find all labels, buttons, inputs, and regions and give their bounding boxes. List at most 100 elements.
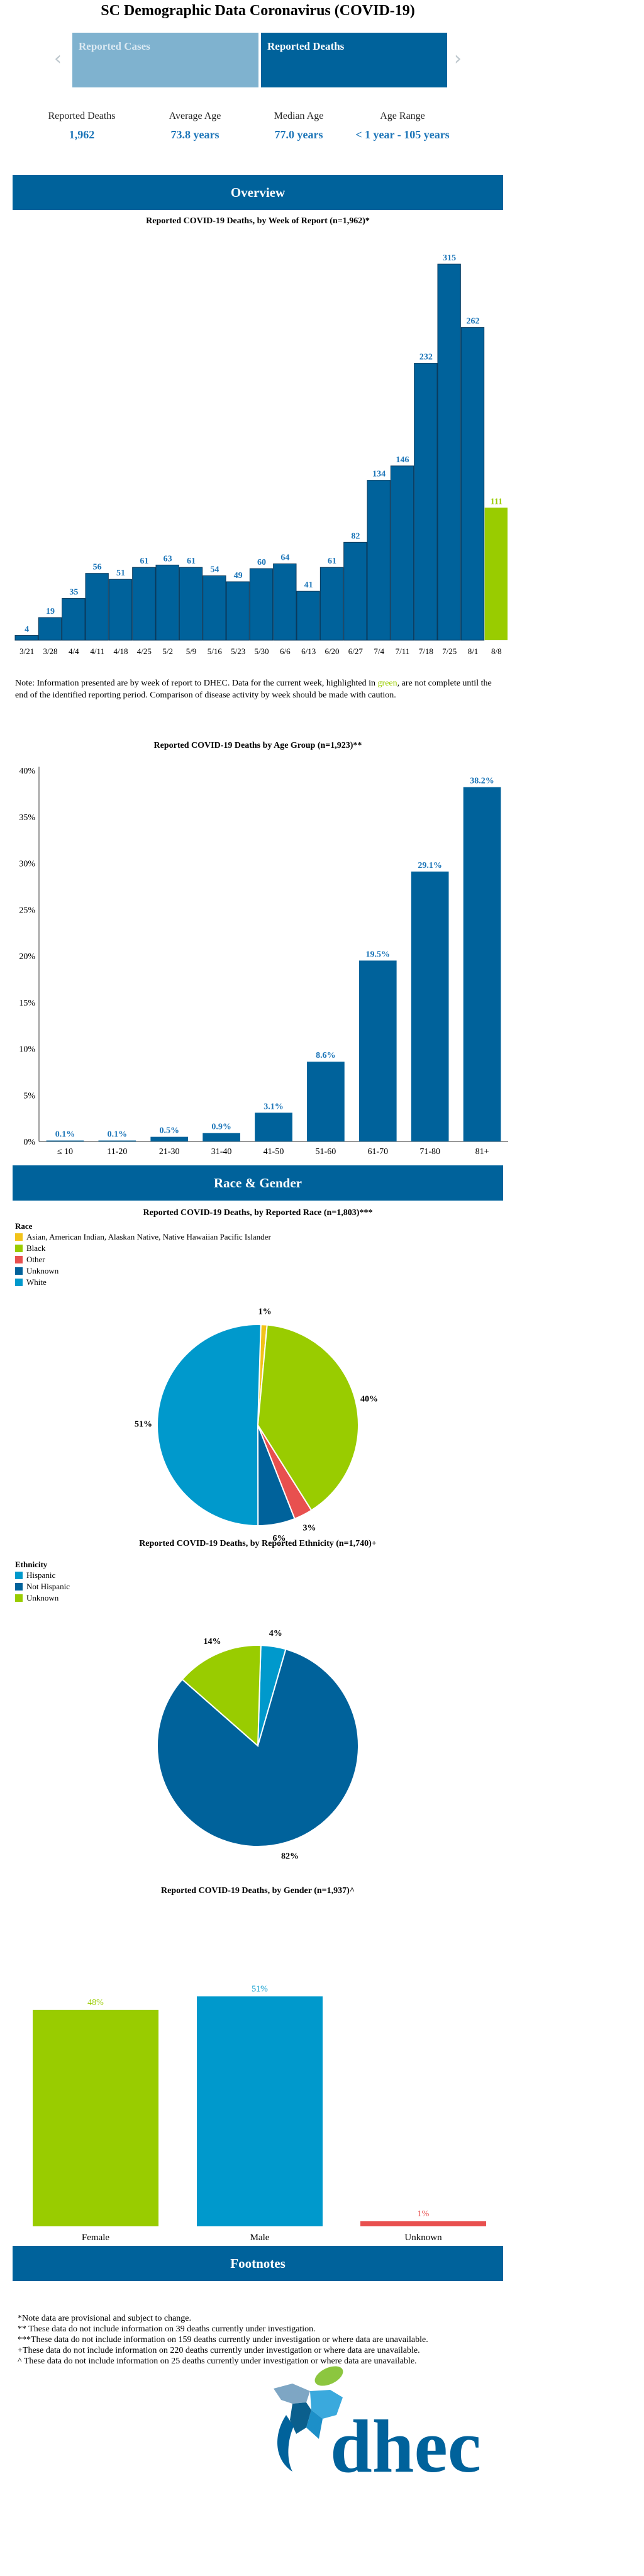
legend-label: Not Hispanic [26, 1582, 70, 1591]
week-bar [484, 508, 508, 640]
legend-label: Black [26, 1243, 46, 1253]
week-bar-label: 60 [257, 558, 266, 567]
stat-average-age: Average Age 73.8 years [132, 111, 258, 142]
dhec-logo: dhec [274, 2366, 481, 2488]
legend-label: Unknown [26, 1266, 59, 1275]
week-bar [85, 573, 109, 641]
age-tick-label: 21-30 [159, 1147, 180, 1157]
age-bar-label: 8.6% [316, 1051, 336, 1060]
stat-value: 1,962 [69, 128, 95, 141]
week-bar [367, 480, 391, 641]
legend-swatch [15, 1267, 23, 1275]
week-tick-label: 7/18 [419, 647, 433, 656]
age-bar-label: 3.1% [264, 1102, 284, 1111]
week-bar [273, 564, 297, 641]
week-bar-label: 49 [234, 571, 243, 580]
pie-slice [181, 1645, 262, 1748]
week-bar [343, 541, 367, 641]
age-ytick-label: 25% [19, 906, 35, 915]
week-tick-label: 5/30 [254, 647, 269, 656]
age-bar-label: 0.1% [108, 1130, 128, 1140]
legend-title: Race [15, 1221, 33, 1231]
tab-bar: Reported Cases Reported Deaths [72, 33, 447, 87]
legend-label: Asian, American Indian, Alaskan Native, … [26, 1232, 271, 1241]
age-bar-chart: 0% 5% 10% 15% 20% 25% 30% 35% 40% 0.1% ≤ 10 0.1% 11-… [19, 767, 508, 1157]
week-bar [179, 567, 203, 641]
section-banner-footnotes: Footnotes [13, 2246, 503, 2281]
week-bar-label: 111 [491, 497, 502, 506]
age-ytick-label: 35% [19, 813, 35, 823]
gender-bar-label: 48% [87, 1998, 104, 2007]
legend-title: Ethnicity [15, 1560, 48, 1569]
week-bar [460, 327, 485, 641]
gender-bar-label: 1% [418, 2209, 430, 2219]
week-tick-label: 6/6 [280, 647, 291, 656]
tab-reported-cases[interactable]: Reported Cases [72, 33, 258, 87]
pie-slice-label: 3% [303, 1523, 316, 1533]
tab-reported-deaths[interactable]: Reported Deaths [261, 33, 447, 87]
pie-slice-label: 82% [281, 1852, 299, 1862]
age-tick-label: 31-40 [211, 1147, 232, 1157]
week-bar-label: 232 [419, 353, 433, 362]
week-bar [414, 363, 438, 641]
legend-swatch [15, 1594, 23, 1602]
week-bar [14, 635, 38, 641]
note-text-end: , are not complete until the end of the … [15, 679, 492, 700]
legend-item: Not Hispanic [15, 1581, 70, 1592]
legend-item: Unknown [15, 1592, 70, 1604]
pie-slice-label: 51% [135, 1419, 152, 1429]
pie-slice-label: 14% [203, 1637, 221, 1646]
age-bar [411, 871, 449, 1141]
stat-reported-deaths: Reported Deaths 1,962 [19, 111, 145, 142]
week-bar-label: 4 [25, 625, 29, 634]
stat-value: 77.0 years [274, 128, 323, 141]
week-bar-label: 56 [93, 563, 102, 572]
pie-slice-label: 40% [360, 1395, 378, 1404]
gender-bar [197, 1996, 323, 2226]
age-tick-label: 81+ [475, 1147, 489, 1157]
footnote: +These data do not include information o… [18, 2346, 420, 2355]
age-bar-label: 0.1% [55, 1130, 75, 1140]
stat-median-age: Median Age 77.0 years [236, 111, 362, 142]
week-bar-label: 41 [304, 580, 313, 590]
next-arrow-icon[interactable]: › [454, 48, 462, 70]
week-bar [132, 567, 156, 641]
footnote: ***These data do not include information… [18, 2335, 428, 2345]
prev-arrow-icon[interactable]: ‹ [54, 48, 62, 70]
ethnicity-legend: Ethnicity Hispanic Not Hispanic Unknown [15, 1560, 70, 1604]
stat-age-range: Age Range < 1 year - 105 years [340, 111, 465, 142]
week-bar-label: 262 [467, 317, 480, 326]
footnote: *Note data are provisional and subject t… [18, 2314, 192, 2323]
week-tick-label: 7/4 [374, 647, 384, 656]
gender-bar-label: 51% [252, 1984, 268, 1994]
legend-swatch [15, 1256, 23, 1263]
legend-swatch [15, 1233, 23, 1241]
week-tick-label: 3/21 [19, 647, 34, 656]
age-bar [150, 1136, 189, 1141]
pie-slice [157, 1648, 359, 1847]
age-tick-label: 51-60 [316, 1147, 336, 1157]
week-bar [319, 567, 344, 641]
week-bar [62, 598, 86, 641]
week-bar-label: 134 [372, 470, 386, 479]
legend-swatch [15, 1245, 23, 1252]
chart-title-age: Reported COVID-19 Deaths by Age Group (n… [153, 741, 362, 750]
week-bar [38, 617, 62, 641]
legend-swatch [15, 1279, 23, 1286]
logo-text: dhec [330, 2404, 481, 2488]
age-bar [255, 1113, 292, 1141]
age-bar [98, 1140, 136, 1141]
week-bar-label: 315 [443, 253, 456, 263]
age-tick-label: 41-50 [264, 1147, 284, 1157]
week-bar-label: 146 [396, 455, 409, 465]
gender-tick-label: Unknown [404, 2233, 442, 2243]
age-tick-label: 61-70 [367, 1147, 388, 1157]
week-bar-label: 61 [187, 557, 196, 566]
age-ytick-label: 0% [23, 1138, 35, 1147]
week-bar-label: 35 [69, 588, 78, 597]
week-tick-label: 6/13 [301, 647, 316, 656]
week-tick-label: 7/11 [396, 647, 410, 656]
legend-item: White [15, 1277, 271, 1288]
pie-slice-label: 4% [269, 1629, 282, 1638]
week-bar [226, 581, 250, 641]
